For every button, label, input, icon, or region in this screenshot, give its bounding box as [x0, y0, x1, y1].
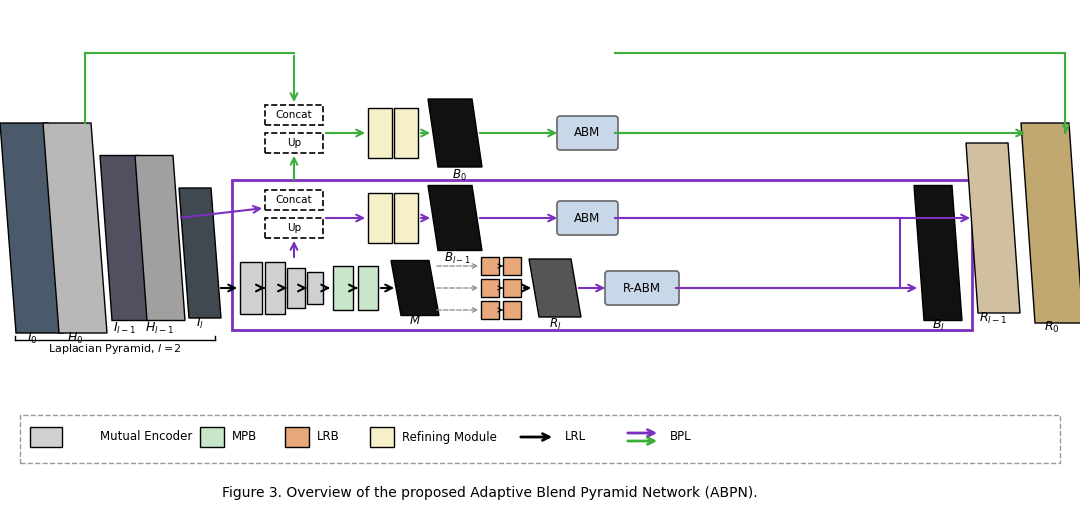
FancyBboxPatch shape	[265, 218, 323, 238]
FancyBboxPatch shape	[357, 266, 378, 310]
Polygon shape	[391, 260, 438, 315]
Text: $I_{l-1}$: $I_{l-1}$	[113, 321, 137, 336]
Text: $B_0$: $B_0$	[451, 167, 467, 183]
FancyBboxPatch shape	[287, 268, 305, 308]
FancyBboxPatch shape	[481, 257, 499, 275]
FancyBboxPatch shape	[333, 266, 353, 310]
FancyBboxPatch shape	[21, 415, 1059, 463]
FancyBboxPatch shape	[265, 190, 323, 210]
Text: Figure 3. Overview of the proposed Adaptive Blend Pyramid Network (ABPN).: Figure 3. Overview of the proposed Adapt…	[222, 486, 758, 500]
FancyBboxPatch shape	[265, 105, 323, 125]
Text: $H_0$: $H_0$	[67, 331, 83, 346]
Text: $M$: $M$	[409, 314, 421, 327]
Text: $I_0$: $I_0$	[27, 331, 38, 346]
Text: ABM: ABM	[573, 127, 600, 140]
FancyBboxPatch shape	[200, 427, 224, 447]
Text: Refining Module: Refining Module	[402, 430, 497, 444]
Polygon shape	[529, 259, 581, 317]
Text: Up: Up	[287, 138, 301, 148]
Polygon shape	[135, 155, 185, 321]
Text: LRL: LRL	[565, 430, 586, 444]
FancyBboxPatch shape	[285, 427, 309, 447]
FancyBboxPatch shape	[503, 257, 521, 275]
Text: MPB: MPB	[232, 430, 257, 444]
Text: Mutual Encoder: Mutual Encoder	[100, 430, 192, 444]
Polygon shape	[100, 155, 150, 321]
Polygon shape	[0, 123, 64, 333]
FancyBboxPatch shape	[265, 262, 285, 314]
Polygon shape	[428, 99, 482, 167]
FancyBboxPatch shape	[605, 271, 679, 305]
FancyBboxPatch shape	[481, 279, 499, 297]
FancyBboxPatch shape	[368, 193, 392, 243]
Polygon shape	[1021, 123, 1080, 323]
Polygon shape	[428, 186, 482, 251]
FancyBboxPatch shape	[307, 272, 323, 304]
Text: $R_l$: $R_l$	[549, 316, 562, 332]
FancyBboxPatch shape	[30, 427, 62, 447]
FancyBboxPatch shape	[265, 133, 323, 153]
Text: BPL: BPL	[670, 430, 691, 444]
Text: Up: Up	[287, 223, 301, 233]
FancyBboxPatch shape	[557, 201, 618, 235]
FancyBboxPatch shape	[481, 301, 499, 319]
Polygon shape	[43, 123, 107, 333]
Text: $I_l$: $I_l$	[195, 315, 204, 331]
FancyBboxPatch shape	[394, 193, 418, 243]
Text: $B_{l-1}$: $B_{l-1}$	[444, 251, 471, 266]
Text: $H_{l-1}$: $H_{l-1}$	[146, 321, 175, 336]
Text: LRB: LRB	[318, 430, 340, 444]
FancyBboxPatch shape	[394, 108, 418, 158]
Text: $R_{l-1}$: $R_{l-1}$	[978, 311, 1008, 325]
FancyBboxPatch shape	[503, 301, 521, 319]
Text: Laplacian Pyramid, $l$ =2: Laplacian Pyramid, $l$ =2	[49, 342, 181, 356]
FancyBboxPatch shape	[368, 108, 392, 158]
FancyBboxPatch shape	[557, 116, 618, 150]
Text: $R_0$: $R_0$	[1044, 320, 1059, 335]
FancyBboxPatch shape	[240, 262, 262, 314]
Text: R-ABM: R-ABM	[623, 281, 661, 294]
FancyBboxPatch shape	[370, 427, 394, 447]
Polygon shape	[914, 186, 962, 321]
Text: $B_l$: $B_l$	[932, 317, 945, 333]
Text: Concat: Concat	[275, 110, 312, 120]
FancyBboxPatch shape	[503, 279, 521, 297]
Polygon shape	[179, 188, 221, 318]
Text: Concat: Concat	[275, 195, 312, 205]
Text: ABM: ABM	[573, 211, 600, 224]
Polygon shape	[966, 143, 1020, 313]
